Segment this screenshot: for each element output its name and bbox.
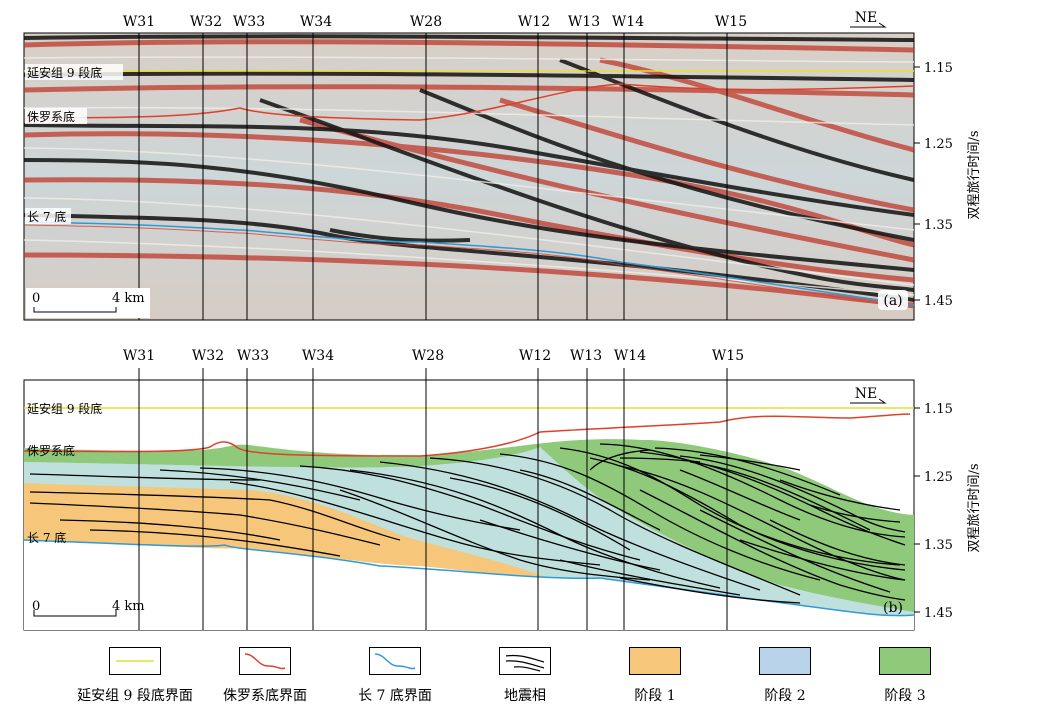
well-label: W32 bbox=[192, 348, 224, 364]
horizon-jurassic-b bbox=[24, 413, 911, 457]
legend: 延安组 9 段底界面 侏罗系底界面 长 7 底界面 地震相 阶段 1 阶段 2 bbox=[60, 645, 960, 710]
scale-start: 0 bbox=[32, 291, 40, 306]
legend-label: 阶段 3 bbox=[884, 688, 926, 704]
legend-item-chang7: 长 7 底界面 bbox=[320, 645, 470, 710]
well-label: W14 bbox=[614, 348, 646, 364]
horizon-label: 侏罗系底 bbox=[27, 443, 75, 458]
svg-text:(a): (a) bbox=[883, 293, 902, 309]
horizon-chang7-a bbox=[24, 221, 914, 306]
legend-swatch bbox=[499, 647, 551, 675]
legend-label: 侏罗系底界面 bbox=[223, 688, 307, 704]
time-tick: 1.15 bbox=[924, 61, 953, 76]
legend-swatch bbox=[759, 647, 811, 675]
direction-indicator-a: NE bbox=[850, 10, 887, 28]
well-lines-a bbox=[138, 33, 728, 320]
well-label: W12 bbox=[519, 348, 551, 364]
horizon-labels-b: 延安组 9 段底 侏罗系底 长 7 底 bbox=[27, 401, 102, 545]
legend-item-stage2: 阶段 2 bbox=[710, 645, 860, 710]
well-label: W15 bbox=[715, 14, 747, 30]
panel-b-interpretation: W31 W32 W33 W34 W28 W12 W13 W14 W15 NE 延… bbox=[23, 348, 982, 631]
legend-item-yanan9: 延安组 9 段底界面 bbox=[60, 645, 210, 710]
panel-label-a: (a) bbox=[878, 290, 908, 310]
legend-swatch bbox=[239, 647, 291, 675]
legend-label: 阶段 2 bbox=[764, 688, 806, 704]
legend-label: 延安组 9 段底界面 bbox=[77, 688, 193, 704]
figure-canvas: W31 W32 W33 W34 W28 W12 W13 W14 W15 NE 延… bbox=[23, 10, 982, 631]
legend-item-jurassic: 侏罗系底界面 bbox=[190, 645, 340, 710]
legend-swatch bbox=[369, 647, 421, 675]
time-tick: 1.25 bbox=[924, 137, 953, 152]
direction-label: NE bbox=[855, 386, 877, 402]
well-label: W33 bbox=[237, 348, 269, 364]
legend-item-stage1: 阶段 1 bbox=[580, 645, 730, 710]
well-label: W31 bbox=[123, 14, 155, 30]
time-tick: 1.15 bbox=[924, 402, 953, 417]
well-labels-a: W31 W32 W33 W34 W28 W12 W13 W14 W15 bbox=[123, 14, 747, 30]
well-label: W28 bbox=[410, 14, 442, 30]
legend-item-facies: 地震相 bbox=[450, 645, 600, 710]
horizon-jurassic-a bbox=[24, 83, 914, 121]
scale-start: 0 bbox=[32, 599, 40, 614]
horizon-label: 延安组 9 段底 bbox=[27, 65, 102, 80]
scale-end: 4 km bbox=[112, 599, 145, 614]
well-label: W28 bbox=[412, 348, 444, 364]
direction-label: NE bbox=[855, 10, 877, 26]
time-axis-b: 1.15 1.25 1.35 1.45 双程旅行时间/s bbox=[914, 402, 982, 621]
well-label: W32 bbox=[190, 14, 222, 30]
horizon-labels-a: 延安组 9 段底 侏罗系底 长 7 底 bbox=[25, 64, 123, 224]
legend-swatch bbox=[109, 647, 161, 675]
time-tick: 1.25 bbox=[924, 470, 953, 485]
legend-label: 地震相 bbox=[504, 688, 546, 704]
legend-label: 阶段 1 bbox=[634, 688, 676, 704]
horizon-label: 延安组 9 段底 bbox=[27, 401, 102, 416]
horizon-label: 长 7 底 bbox=[27, 209, 66, 224]
well-label: W14 bbox=[612, 14, 644, 30]
time-tick: 1.35 bbox=[924, 218, 953, 233]
legend-label: 长 7 底界面 bbox=[358, 688, 432, 704]
scale-end: 4 km bbox=[112, 291, 145, 306]
scale-bar-a: 0 4 km bbox=[26, 288, 150, 318]
legend-item-stage3: 阶段 3 bbox=[830, 645, 980, 710]
scale-bar-b: 0 4 km bbox=[32, 599, 145, 617]
well-label: W34 bbox=[302, 348, 334, 364]
horizon-label: 侏罗系底 bbox=[27, 109, 75, 124]
well-lines-b bbox=[138, 368, 728, 630]
time-axis-a: 1.15 1.25 1.35 1.45 双程旅行时间/s bbox=[914, 61, 982, 309]
y-axis-title: 双程旅行时间/s bbox=[967, 130, 982, 219]
well-label: W33 bbox=[233, 14, 265, 30]
well-label: W13 bbox=[570, 348, 602, 364]
direction-indicator-b: NE bbox=[850, 386, 887, 404]
y-axis-title: 双程旅行时间/s bbox=[967, 463, 982, 552]
seismic-reflections bbox=[24, 34, 914, 309]
well-label: W13 bbox=[568, 14, 600, 30]
panel-a-seismic: W31 W32 W33 W34 W28 W12 W13 W14 W15 NE 延… bbox=[23, 10, 982, 321]
well-label: W31 bbox=[123, 348, 155, 364]
well-label: W12 bbox=[518, 14, 550, 30]
panel-label-b: (b) bbox=[883, 600, 903, 616]
time-tick: 1.35 bbox=[924, 538, 953, 553]
horizon-label: 长 7 底 bbox=[27, 530, 66, 545]
seismic-facies-lines bbox=[29, 443, 906, 604]
legend-swatch bbox=[629, 647, 681, 675]
time-tick: 1.45 bbox=[924, 294, 953, 309]
well-labels-b: W31 W32 W33 W34 W28 W12 W13 W14 W15 bbox=[123, 348, 744, 364]
well-label: W15 bbox=[712, 348, 744, 364]
well-label: W34 bbox=[300, 14, 332, 30]
time-tick: 1.45 bbox=[924, 606, 953, 621]
legend-swatch bbox=[879, 647, 931, 675]
